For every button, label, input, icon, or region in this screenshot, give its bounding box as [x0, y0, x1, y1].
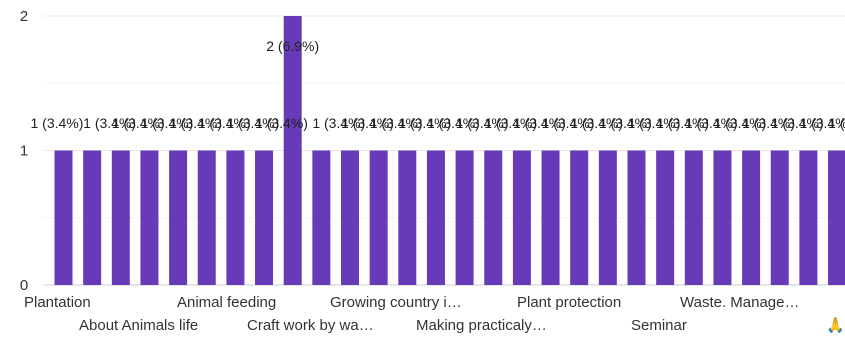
bar[interactable] [197, 150, 216, 286]
bar-value-label: 1 (3.4%) [542, 115, 595, 131]
bar-value-label: 1 (3.4%) [169, 115, 222, 131]
bar[interactable] [83, 150, 102, 286]
bar[interactable] [369, 150, 388, 286]
x-axis-category-labels: Plantation Animal feeding Growing country … [24, 294, 845, 334]
bar-value-label: 1 (3.4%) [828, 115, 845, 131]
bar-value-label: 1 (3.4%) [484, 115, 537, 131]
bar[interactable] [169, 150, 188, 286]
bar-value-label: 1 (3.4%) [799, 115, 845, 131]
x-category-label: Animal feeding [177, 294, 276, 311]
bar-value-label: 2 (6.9%) [266, 38, 319, 54]
bar[interactable] [627, 150, 646, 286]
bar-value-label: 1 (3.4%) [31, 115, 84, 131]
bar[interactable] [426, 150, 445, 286]
bar[interactable] [226, 150, 245, 286]
bar[interactable] [598, 150, 617, 286]
bar-value-label: 1 (3.4%) [599, 115, 652, 131]
bars [54, 16, 845, 286]
bar[interactable] [828, 150, 845, 286]
bar[interactable] [140, 150, 159, 286]
bar-value-label: 1 (3.4%) [513, 115, 566, 131]
bar-value-label: 1 (3.4%) [226, 115, 279, 131]
bar-value-label: 1 (3.4%) [685, 115, 738, 131]
bar[interactable] [570, 150, 589, 286]
bar-value-label: 1 (3.4%) [140, 115, 193, 131]
x-category-label: Plantation [24, 294, 91, 311]
bar-value-label: 1 (3.4%) [112, 115, 165, 131]
x-category-label: Growing country i… [330, 294, 462, 311]
bar[interactable] [312, 150, 331, 286]
bar-value-label: 1 (3.4%) [198, 115, 251, 131]
y-tick-label: 1 [20, 143, 28, 160]
bar-value-label: 1 (3.4%) [713, 115, 766, 131]
bar-value-label: 1 (3.4%) [398, 115, 451, 131]
bar[interactable] [656, 150, 675, 286]
bar-value-label: 1 (3.4%) [83, 115, 136, 131]
bar-value-label: 1 (3.4%) [656, 115, 709, 131]
x-category-label: About Animals life [79, 317, 198, 334]
x-category-label: Seminar [631, 317, 687, 334]
bar[interactable] [455, 150, 474, 286]
bar[interactable] [770, 150, 789, 286]
bar-value-label: 1 (3.4%) [427, 115, 480, 131]
bar-value-label: 1 (3.4%) [771, 115, 824, 131]
y-tick-label: 2 [20, 8, 28, 25]
bar-value-label: 1 (3.4%) [628, 115, 681, 131]
bar[interactable] [742, 150, 761, 286]
bar[interactable] [398, 150, 417, 286]
bar-value-label: 1 (3.4%) [456, 115, 509, 131]
x-category-label: Plant protection [517, 294, 621, 311]
x-category-label: 🙏 [826, 316, 845, 334]
x-category-label: Craft work by wa… [247, 317, 374, 334]
bar[interactable] [54, 150, 73, 286]
bar[interactable] [713, 150, 732, 286]
bar-value-label: 1 (3.4%) [341, 115, 394, 131]
bar-value-label: 1 (3.4%) [370, 115, 423, 131]
bar[interactable] [255, 150, 274, 286]
bar[interactable] [341, 150, 359, 286]
bar-value-label: 1 (3.4%) [255, 115, 308, 131]
x-category-label: Waste. Manage… [680, 294, 800, 311]
y-tick-label: 0 [20, 277, 28, 294]
bar[interactable] [541, 150, 560, 286]
bar[interactable] [111, 150, 130, 286]
bar[interactable] [684, 150, 703, 286]
bar[interactable] [283, 16, 302, 285]
bar[interactable] [484, 150, 503, 286]
x-category-label: Making practicaly… [416, 317, 547, 334]
bar-value-label: 1 (3.4%) [312, 115, 365, 131]
bar-value-label: 1 (3.4%) [742, 115, 795, 131]
bar[interactable] [512, 150, 531, 286]
bar-value-label: 1 (3.4%) [570, 115, 623, 131]
y-axis-ticks: 0 1 2 [20, 8, 28, 294]
bar[interactable] [799, 150, 818, 286]
bar-value-labels: 1 (3.4%) 1 (3.4%)1 (3.4%)1 (3.4%)1 (3.4%)… [31, 38, 845, 131]
